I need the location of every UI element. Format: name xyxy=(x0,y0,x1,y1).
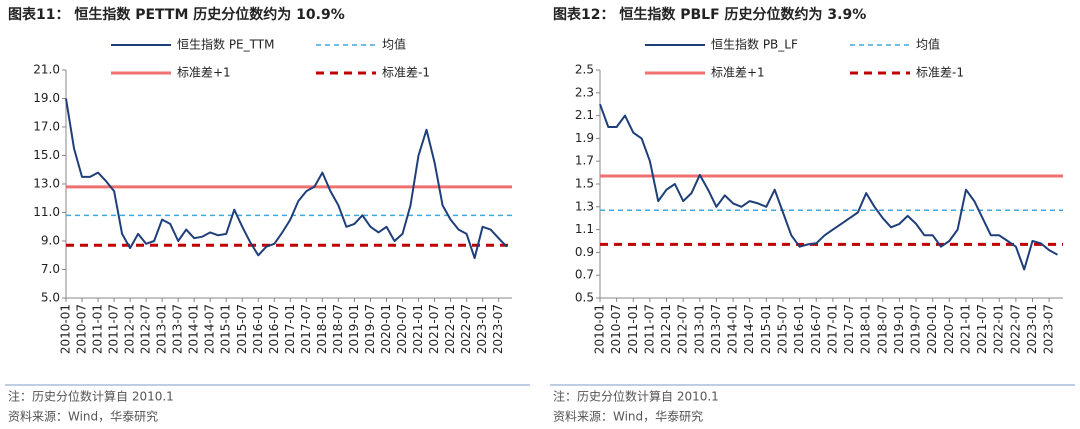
x-tick-label: 2011-01 xyxy=(91,304,105,354)
x-tick-label: 2014-07 xyxy=(203,304,217,354)
x-tick-label: 2021-01 xyxy=(411,304,425,354)
legend-label: 标准差-1 xyxy=(382,66,430,80)
x-tick-label: 2016-01 xyxy=(251,304,265,354)
x-tick-label: 2018-07 xyxy=(875,304,889,354)
chart: 图表12： 恒生指数 PBLF 历史分位数约为 3.9% 0.5 0.7 0.9 1.1… xyxy=(550,6,1075,424)
x-tick-label: 2022-01 xyxy=(443,304,457,354)
x-tick-label: 2011-07 xyxy=(107,304,121,354)
x-tick-label: 2016-07 xyxy=(267,304,281,354)
x-tick-label: 2022-07 xyxy=(459,304,473,354)
x-tick-label: 2021-07 xyxy=(427,304,441,354)
x-tick-label: 2012-07 xyxy=(139,304,153,354)
x-tick-label: 2012-01 xyxy=(659,304,673,354)
x-tick-label: 2017-01 xyxy=(825,304,839,354)
x-tick-label: 2015-01 xyxy=(759,304,773,354)
x-tick-label: 2014-01 xyxy=(187,304,201,354)
y-tick-label: 0.5 xyxy=(575,291,594,305)
x-tick-label: 2014-07 xyxy=(742,304,756,354)
note: 注：历史分位数计算自 2010.1 xyxy=(553,389,719,404)
x-tick-label: 2019-01 xyxy=(892,304,906,354)
x-tick-label: 2017-01 xyxy=(283,304,297,354)
series-line xyxy=(599,103,1058,271)
x-tick-label: 2023-07 xyxy=(1042,304,1056,354)
note: 注：历史分位数计算自 2010.1 xyxy=(8,389,174,404)
x-tick-label: 2019-07 xyxy=(363,304,377,354)
y-tick-label: 0.7 xyxy=(575,268,594,282)
legend-label: 标准差-1 xyxy=(916,66,964,80)
x-tick-label: 2015-07 xyxy=(775,304,789,354)
y-tick-label: 1.7 xyxy=(575,154,594,168)
x-tick-label: 2011-07 xyxy=(642,304,656,354)
x-tick-label: 2016-01 xyxy=(792,304,806,354)
note: 资料来源：Wind，华泰研究 xyxy=(553,409,703,424)
y-tick-label: 1.3 xyxy=(575,199,594,213)
y-tick-label: 15.0 xyxy=(33,148,60,162)
x-tick-label: 2017-07 xyxy=(842,304,856,354)
x-tick-label: 2019-01 xyxy=(347,304,361,354)
x-tick-label: 2023-01 xyxy=(1025,304,1039,354)
x-tick-label: 2013-01 xyxy=(155,304,169,354)
y-tick-label: 17.0 xyxy=(33,120,60,134)
y-tick-label: 2.3 xyxy=(575,85,594,99)
y-tick-label: 19.0 xyxy=(33,91,60,105)
x-tick-label: 2023-01 xyxy=(475,304,489,354)
x-tick-label: 2010-07 xyxy=(75,304,89,354)
series-line xyxy=(65,98,508,260)
x-tick-label: 2010-01 xyxy=(593,304,607,354)
x-tick-label: 2023-07 xyxy=(491,304,505,354)
x-tick-label: 2016-07 xyxy=(809,304,823,354)
x-tick-label: 2021-07 xyxy=(975,304,989,354)
y-tick-label: 11.0 xyxy=(33,205,60,219)
x-tick-label: 2020-01 xyxy=(379,304,393,354)
x-tick-label: 2012-07 xyxy=(676,304,690,354)
x-tick-label: 2013-07 xyxy=(709,304,723,354)
x-tick-label: 2015-07 xyxy=(235,304,249,354)
y-tick-label: 13.0 xyxy=(33,177,60,191)
y-tick-label: 7.0 xyxy=(41,262,60,276)
x-tick-label: 2020-07 xyxy=(395,304,409,354)
x-tick-label: 2021-01 xyxy=(958,304,972,354)
legend-label: 标准差+1 xyxy=(711,66,765,80)
legend-label: 均值 xyxy=(382,37,406,52)
y-tick-label: 9.0 xyxy=(41,234,60,248)
note: 资料来源：Wind，华泰研究 xyxy=(8,409,158,424)
x-tick-label: 2018-01 xyxy=(315,304,329,354)
x-tick-label: 2017-07 xyxy=(299,304,313,354)
y-tick-label: 1.1 xyxy=(575,222,594,236)
chart: 图表11： 恒生指数 PETTM 历史分位数约为 10.9% 5.0 7.0 9.0 1… xyxy=(5,6,530,424)
x-tick-label: 2010-01 xyxy=(59,304,73,354)
legend-label: 标准差+1 xyxy=(177,66,231,80)
x-tick-label: 2012-01 xyxy=(123,304,137,354)
x-tick-label: 2018-01 xyxy=(859,304,873,354)
y-tick-label: 2.1 xyxy=(575,108,594,122)
x-tick-label: 2020-07 xyxy=(942,304,956,354)
x-tick-label: 2022-07 xyxy=(1008,304,1022,354)
x-tick-label: 2020-01 xyxy=(925,304,939,354)
legend-label: 恒生指数 PB_LF xyxy=(711,37,798,52)
x-tick-label: 2015-01 xyxy=(219,304,233,354)
chart-title: 图表11： 恒生指数 PETTM 历史分位数约为 10.9% xyxy=(8,6,345,23)
y-tick-label: 1.5 xyxy=(575,177,594,191)
x-tick-label: 2010-07 xyxy=(609,304,623,354)
legend-label: 恒生指数 PE_TTM xyxy=(177,37,274,52)
x-tick-label: 2018-07 xyxy=(331,304,345,354)
y-tick-label: 0.9 xyxy=(575,245,594,259)
legend-label: 均值 xyxy=(916,37,940,52)
y-tick-label: 2.5 xyxy=(575,63,594,77)
y-tick-label: 21.0 xyxy=(33,63,60,77)
x-tick-label: 2013-07 xyxy=(171,304,185,354)
y-tick-label: 1.9 xyxy=(575,131,594,145)
x-tick-label: 2014-01 xyxy=(726,304,740,354)
x-tick-label: 2022-01 xyxy=(992,304,1006,354)
x-tick-label: 2019-07 xyxy=(909,304,923,354)
x-tick-label: 2011-01 xyxy=(626,304,640,354)
chart-title: 图表12： 恒生指数 PBLF 历史分位数约为 3.9% xyxy=(553,6,866,23)
y-tick-label: 5.0 xyxy=(41,291,60,305)
x-tick-label: 2013-01 xyxy=(692,304,706,354)
